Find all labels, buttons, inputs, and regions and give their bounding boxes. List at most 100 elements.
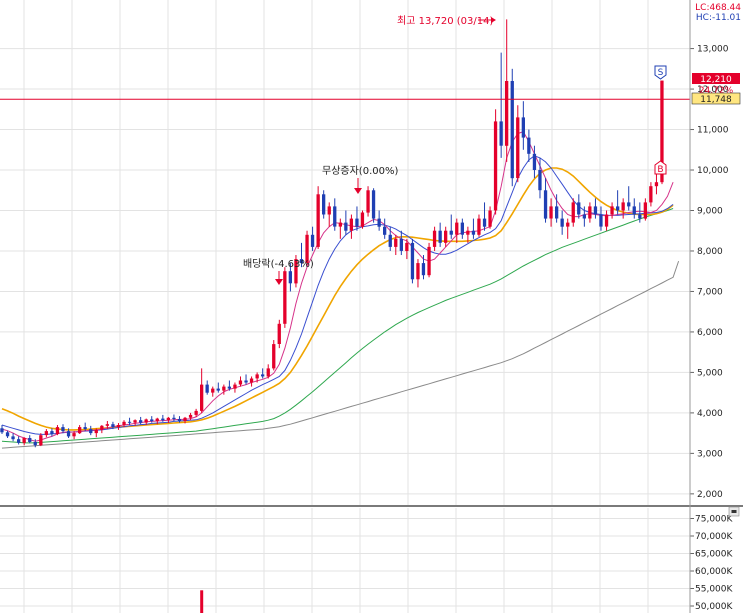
candle — [83, 422, 87, 432]
moving-averages — [1, 130, 680, 449]
candle-body — [100, 425, 104, 430]
candle — [127, 417, 132, 426]
candle — [172, 414, 176, 421]
candle — [366, 186, 370, 217]
candle-body — [111, 424, 115, 427]
volume-tick-label: 60,000K — [695, 567, 733, 577]
candle — [100, 425, 104, 434]
candle-body — [360, 212, 365, 227]
candle-body — [105, 424, 109, 426]
candle-body — [255, 374, 259, 379]
candle — [305, 230, 309, 266]
candle-body — [477, 218, 481, 235]
price-tick-label: 12,000 — [697, 85, 729, 95]
price-tick-label: 4,000 — [697, 409, 723, 419]
candle-body — [244, 380, 248, 383]
candle — [438, 222, 442, 247]
candle-body — [355, 218, 359, 227]
candle — [416, 259, 420, 288]
candle — [344, 210, 348, 235]
candle-body — [139, 420, 143, 423]
volume-bar — [200, 590, 204, 613]
candle-body — [432, 230, 437, 247]
candle — [177, 416, 182, 423]
candle — [516, 105, 520, 183]
last-price-tag — [692, 73, 740, 84]
candle — [294, 255, 298, 288]
candle — [638, 202, 642, 223]
candlestick-series[interactable] — [0, 19, 664, 448]
candle-body — [388, 234, 392, 247]
b-marker-icon[interactable]: B — [654, 160, 667, 175]
candle — [277, 319, 281, 349]
candle — [72, 431, 76, 440]
candle — [593, 198, 598, 219]
candle — [227, 380, 231, 391]
candle-body — [482, 218, 487, 227]
candle — [383, 218, 387, 239]
candle — [155, 417, 159, 425]
ref-price-tag — [691, 92, 741, 105]
candle-body — [416, 263, 420, 280]
volume-grid — [0, 508, 690, 613]
candle-body — [394, 238, 398, 247]
candle — [432, 226, 437, 251]
candle — [460, 218, 464, 239]
candle — [261, 368, 265, 379]
candle-body — [261, 374, 265, 377]
candle — [566, 218, 570, 239]
candle — [538, 157, 542, 199]
candle — [28, 435, 32, 444]
candle-body — [266, 368, 270, 377]
high-arrow-icon — [491, 17, 496, 23]
price-tick-label: 2,000 — [697, 490, 723, 500]
candle-body — [521, 117, 525, 138]
candle — [421, 255, 426, 280]
collapse-icon[interactable] — [728, 506, 740, 517]
candle-body — [200, 384, 204, 411]
candle — [482, 202, 487, 231]
candle — [39, 433, 43, 447]
price-grid — [0, 0, 690, 506]
ref-price-label: 11,748 — [700, 95, 732, 105]
candle — [61, 424, 65, 434]
candle — [310, 226, 315, 251]
price-tick-label: 8,000 — [697, 247, 723, 257]
candle-body — [649, 186, 653, 203]
candle — [388, 226, 392, 251]
s-marker-icon[interactable]: S — [654, 65, 667, 80]
candle-body — [299, 259, 304, 264]
candle-body — [294, 259, 298, 284]
candle — [338, 218, 342, 239]
candle-body — [272, 344, 276, 369]
candle-body — [33, 442, 37, 446]
candle-body — [449, 230, 453, 235]
price-tick-label: 9,000 — [697, 206, 723, 216]
candle — [616, 190, 620, 215]
candle-body — [466, 230, 470, 235]
candle-body — [17, 439, 21, 443]
candle-body — [599, 214, 603, 227]
candle-body — [549, 206, 553, 219]
candle-body — [616, 206, 620, 211]
candle-body — [305, 234, 309, 264]
candle-body — [632, 206, 636, 215]
candle — [283, 267, 287, 328]
candle — [94, 428, 98, 438]
candle — [222, 384, 226, 395]
candle-body — [499, 121, 503, 146]
candle-body — [643, 202, 647, 219]
candle — [649, 182, 653, 207]
candle-body — [410, 242, 415, 280]
candle — [233, 382, 237, 393]
candle — [22, 437, 26, 446]
candle — [66, 428, 71, 438]
candle — [455, 218, 459, 243]
candle — [377, 210, 381, 231]
candle-body — [11, 436, 15, 440]
candle-body — [277, 323, 281, 344]
candle — [144, 418, 148, 426]
ma-long-line — [1, 167, 674, 431]
candle-body — [383, 226, 387, 235]
